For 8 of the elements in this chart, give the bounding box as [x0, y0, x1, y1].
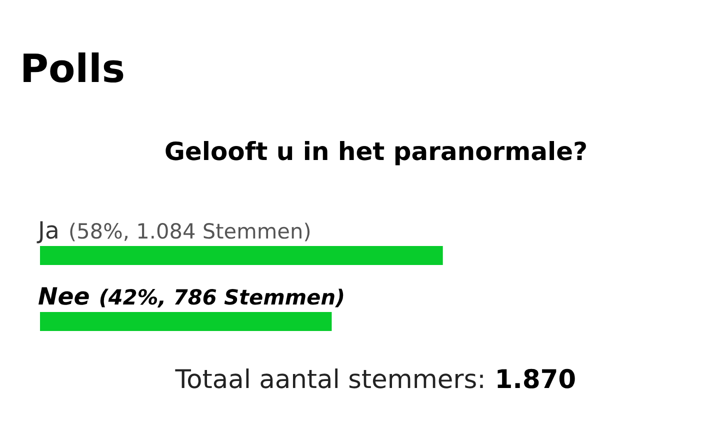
text: Totaal aantal stemmers: — [175, 368, 483, 388]
data-label: (42%, 786 Stemmen) — [100, 288, 344, 308]
chart-subtitle: Gelooft u in het paranormale? — [166, 141, 586, 166]
y-tick-label: Ja — [36, 221, 58, 244]
y-tick-label: Nee — [38, 287, 89, 305]
chart-title: Polls — [24, 52, 124, 83]
data-label: (58%, 1.084 Stemmen) — [70, 222, 310, 242]
text: 1.870 — [498, 368, 575, 388]
